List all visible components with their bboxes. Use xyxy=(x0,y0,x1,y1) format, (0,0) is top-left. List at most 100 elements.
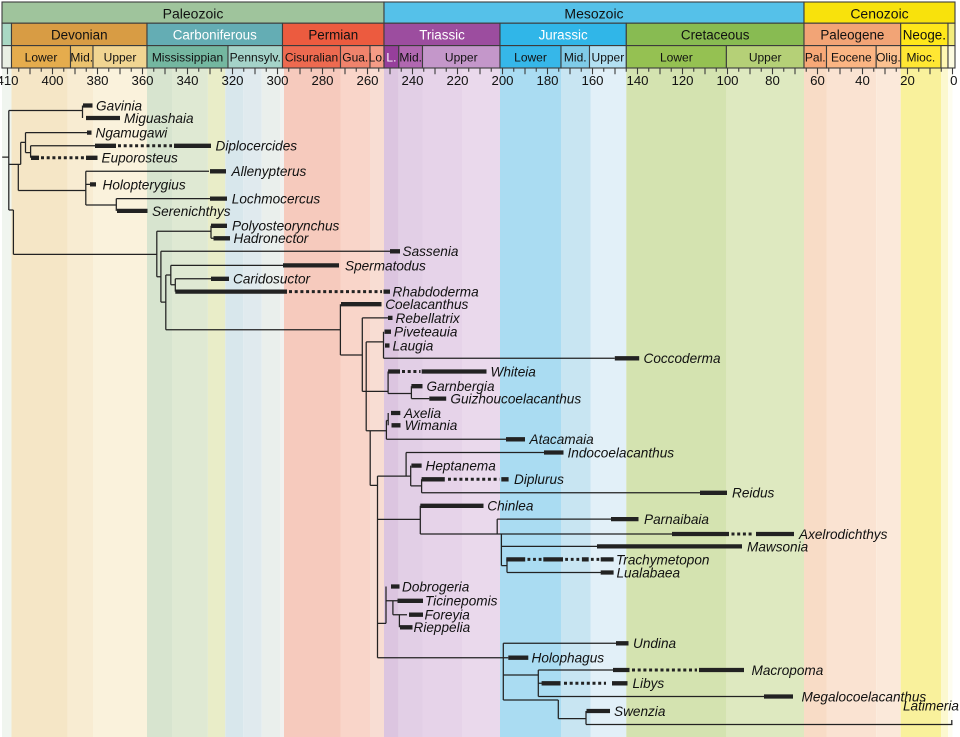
svg-text:Dobrogeria: Dobrogeria xyxy=(402,579,470,594)
svg-text:Parnaibaia: Parnaibaia xyxy=(644,512,709,527)
svg-text:Mesozoic: Mesozoic xyxy=(564,5,623,21)
svg-text:Carboniferous: Carboniferous xyxy=(173,28,257,43)
svg-text:Ngamugawi: Ngamugawi xyxy=(96,126,169,141)
svg-text:Holopterygius: Holopterygius xyxy=(103,177,186,192)
svg-text:Serenichthys: Serenichthys xyxy=(152,204,231,219)
svg-text:Olig.: Olig. xyxy=(876,51,901,65)
svg-text:Diplocercides: Diplocercides xyxy=(216,139,298,154)
svg-text:Mid.: Mid. xyxy=(399,51,422,65)
svg-text:Pennsylv.: Pennsylv. xyxy=(230,51,281,65)
svg-text:Holophagus: Holophagus xyxy=(532,651,605,666)
svg-text:Jurassic: Jurassic xyxy=(539,28,588,43)
svg-text:220: 220 xyxy=(446,73,468,88)
svg-text:Sassenia: Sassenia xyxy=(403,244,459,259)
svg-text:Lower: Lower xyxy=(660,51,693,65)
svg-text:200: 200 xyxy=(491,73,513,88)
svg-text:Allenypterus: Allenypterus xyxy=(231,164,307,179)
svg-text:Swenzia: Swenzia xyxy=(614,704,666,719)
svg-text:Trachymetopon: Trachymetopon xyxy=(616,552,709,567)
svg-text:Neoge.: Neoge. xyxy=(903,28,946,43)
svg-text:300: 300 xyxy=(266,73,288,88)
svg-text:Permian: Permian xyxy=(308,28,358,43)
svg-text:Mid.: Mid. xyxy=(70,51,93,65)
svg-text:Mississippian: Mississippian xyxy=(152,51,223,65)
svg-text:Upper: Upper xyxy=(592,51,625,65)
svg-text:160: 160 xyxy=(581,73,603,88)
svg-text:Mawsonia: Mawsonia xyxy=(747,539,809,554)
svg-text:180: 180 xyxy=(536,73,558,88)
svg-text:Cisuralian: Cisuralian xyxy=(285,51,338,65)
svg-text:Lower: Lower xyxy=(25,51,58,65)
svg-text:Libys: Libys xyxy=(633,676,665,691)
svg-text:260: 260 xyxy=(356,73,378,88)
svg-text:0: 0 xyxy=(950,73,957,88)
svg-text:Mid.: Mid. xyxy=(564,51,587,65)
svg-text:Spermatodus: Spermatodus xyxy=(345,258,426,273)
svg-text:400: 400 xyxy=(41,73,63,88)
svg-text:Devonian: Devonian xyxy=(51,28,108,43)
svg-text:Paleozoic: Paleozoic xyxy=(163,5,224,21)
svg-text:Wimania: Wimania xyxy=(405,418,458,433)
svg-text:320: 320 xyxy=(221,73,243,88)
svg-text:Chinlea: Chinlea xyxy=(487,499,534,514)
svg-text:Euporosteus: Euporosteus xyxy=(102,151,179,166)
svg-text:Miguashaia: Miguashaia xyxy=(124,111,194,126)
svg-text:Lochmocercus: Lochmocercus xyxy=(232,192,321,207)
svg-text:Rhabdoderma: Rhabdoderma xyxy=(393,285,480,300)
svg-text:Macropoma: Macropoma xyxy=(752,663,824,678)
svg-text:Eocene: Eocene xyxy=(831,51,872,65)
svg-text:Lower: Lower xyxy=(514,51,547,65)
svg-text:Upper: Upper xyxy=(749,51,782,65)
svg-text:240: 240 xyxy=(401,73,423,88)
svg-text:Laugia: Laugia xyxy=(393,338,434,353)
svg-text:Cenozoic: Cenozoic xyxy=(850,5,908,21)
svg-text:Indocoelacanthus: Indocoelacanthus xyxy=(568,445,675,460)
svg-text:L.: L. xyxy=(386,51,396,65)
svg-text:Gua.: Gua. xyxy=(342,51,368,65)
svg-text:140: 140 xyxy=(626,73,648,88)
svg-text:Lualabaea: Lualabaea xyxy=(617,565,681,580)
svg-text:Upper: Upper xyxy=(445,51,478,65)
svg-text:360: 360 xyxy=(131,73,153,88)
svg-text:410: 410 xyxy=(0,73,19,88)
svg-text:Atacamaia: Atacamaia xyxy=(529,432,595,447)
svg-text:Mioc.: Mioc. xyxy=(907,51,936,65)
svg-text:Paleogene: Paleogene xyxy=(820,28,884,43)
svg-text:20: 20 xyxy=(900,73,915,88)
svg-text:Triassic: Triassic xyxy=(419,28,465,43)
svg-text:Megalocoelacanthus: Megalocoelacanthus xyxy=(802,689,927,704)
svg-text:Axelrodichthys: Axelrodichthys xyxy=(798,527,888,542)
svg-text:380: 380 xyxy=(86,73,108,88)
svg-text:Caridosuctor: Caridosuctor xyxy=(233,272,311,287)
svg-text:Hadronector: Hadronector xyxy=(234,231,309,246)
svg-text:120: 120 xyxy=(671,73,693,88)
svg-text:Pal.: Pal. xyxy=(805,51,826,65)
svg-text:60: 60 xyxy=(810,73,825,88)
svg-text:Lo.: Lo. xyxy=(369,51,386,65)
svg-text:Reidus: Reidus xyxy=(732,486,775,501)
svg-text:Cretaceous: Cretaceous xyxy=(681,28,750,43)
svg-text:100: 100 xyxy=(716,73,738,88)
svg-text:Rebellatrix: Rebellatrix xyxy=(396,311,461,326)
svg-text:Latimeria: Latimeria xyxy=(903,698,959,713)
svg-text:Heptanema: Heptanema xyxy=(426,459,497,474)
svg-text:Rieppelia: Rieppelia xyxy=(414,620,471,635)
svg-text:Coelacanthus: Coelacanthus xyxy=(385,297,468,312)
svg-text:Whiteia: Whiteia xyxy=(491,364,537,379)
svg-text:40: 40 xyxy=(855,73,870,88)
svg-text:Guizhoucoelacanthus: Guizhoucoelacanthus xyxy=(450,392,581,407)
svg-text:280: 280 xyxy=(311,73,333,88)
svg-text:Coccoderma: Coccoderma xyxy=(644,351,722,366)
svg-text:Axelia: Axelia xyxy=(403,406,441,421)
svg-text:Foreyia: Foreyia xyxy=(425,608,471,623)
svg-text:Ticinepomis: Ticinepomis xyxy=(425,594,498,609)
svg-text:Garnbergia: Garnbergia xyxy=(427,379,495,394)
svg-text:80: 80 xyxy=(765,73,780,88)
svg-text:Gavinia: Gavinia xyxy=(96,98,143,113)
svg-text:Polyosteorynchus: Polyosteorynchus xyxy=(232,219,339,234)
svg-text:Diplurus: Diplurus xyxy=(514,472,564,487)
svg-text:340: 340 xyxy=(176,73,198,88)
svg-text:Upper: Upper xyxy=(104,51,137,65)
svg-text:Piveteauia: Piveteauia xyxy=(394,325,458,340)
svg-text:Undina: Undina xyxy=(633,636,677,651)
